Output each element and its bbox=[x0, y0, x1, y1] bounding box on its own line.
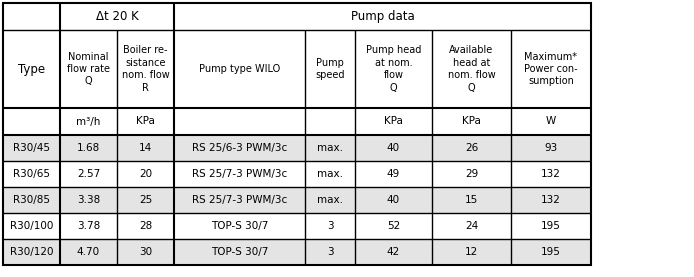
Text: TOP-S 30/7: TOP-S 30/7 bbox=[211, 221, 268, 231]
Text: Pump
speed: Pump speed bbox=[315, 58, 345, 80]
Text: R30/65: R30/65 bbox=[13, 169, 50, 179]
Text: max.: max. bbox=[317, 169, 343, 179]
Text: Type: Type bbox=[18, 63, 45, 76]
Text: 1.68: 1.68 bbox=[77, 143, 100, 153]
Text: KPa: KPa bbox=[384, 117, 403, 127]
Text: 26: 26 bbox=[465, 143, 478, 153]
Text: 28: 28 bbox=[139, 221, 152, 231]
Text: Pump head
at nom.
flow
Q: Pump head at nom. flow Q bbox=[366, 45, 421, 93]
Bar bbox=[3, 135, 591, 161]
Text: 2.57: 2.57 bbox=[77, 169, 100, 179]
Text: m³/h: m³/h bbox=[76, 117, 101, 127]
Text: Available
head at
nom. flow
Q: Available head at nom. flow Q bbox=[448, 45, 496, 93]
Text: 195: 195 bbox=[541, 221, 561, 231]
Text: TOP-S 30/7: TOP-S 30/7 bbox=[211, 247, 268, 257]
Bar bbox=[3, 3, 591, 265]
Text: 93: 93 bbox=[544, 143, 557, 153]
Text: KPa: KPa bbox=[136, 117, 155, 127]
Text: 29: 29 bbox=[465, 169, 478, 179]
Text: 25: 25 bbox=[139, 195, 152, 205]
Text: Maximum*
Power con-
sumption: Maximum* Power con- sumption bbox=[524, 52, 578, 86]
Text: 24: 24 bbox=[465, 221, 478, 231]
Text: RS 25/7-3 PWM/3c: RS 25/7-3 PWM/3c bbox=[192, 195, 287, 205]
Text: 42: 42 bbox=[387, 247, 400, 257]
Text: 52: 52 bbox=[387, 221, 400, 231]
Text: 132: 132 bbox=[541, 195, 561, 205]
Text: 3: 3 bbox=[327, 221, 333, 231]
Text: max.: max. bbox=[317, 195, 343, 205]
Text: 14: 14 bbox=[139, 143, 152, 153]
Text: Δt 20 K: Δt 20 K bbox=[96, 10, 138, 23]
Text: 40: 40 bbox=[387, 143, 400, 153]
Text: 49: 49 bbox=[387, 169, 400, 179]
Text: 132: 132 bbox=[541, 169, 561, 179]
Bar bbox=[3, 239, 591, 265]
Text: Pump type WILO: Pump type WILO bbox=[199, 64, 280, 74]
Text: 40: 40 bbox=[387, 195, 400, 205]
Bar bbox=[3, 161, 591, 187]
Bar bbox=[3, 3, 591, 265]
Text: 3: 3 bbox=[327, 247, 333, 257]
Text: 195: 195 bbox=[541, 247, 561, 257]
Text: W: W bbox=[546, 117, 556, 127]
Text: R30/100: R30/100 bbox=[10, 221, 53, 231]
Text: 15: 15 bbox=[465, 195, 478, 205]
Text: 12: 12 bbox=[465, 247, 478, 257]
Text: 4.70: 4.70 bbox=[77, 247, 100, 257]
Text: KPa: KPa bbox=[462, 117, 481, 127]
Text: Boiler re-
sistance
nom. flow
R: Boiler re- sistance nom. flow R bbox=[121, 45, 169, 93]
Text: R30/120: R30/120 bbox=[10, 247, 53, 257]
Text: 3.38: 3.38 bbox=[77, 195, 100, 205]
Text: R30/45: R30/45 bbox=[13, 143, 50, 153]
Text: R30/85: R30/85 bbox=[13, 195, 50, 205]
Bar bbox=[3, 213, 591, 239]
Text: RS 25/6-3 PWM/3c: RS 25/6-3 PWM/3c bbox=[192, 143, 287, 153]
Bar bbox=[3, 187, 591, 213]
Text: 3.78: 3.78 bbox=[77, 221, 100, 231]
Text: Pump data: Pump data bbox=[350, 10, 414, 23]
Text: Nominal
flow rate
Q: Nominal flow rate Q bbox=[67, 52, 110, 86]
Text: 30: 30 bbox=[139, 247, 152, 257]
Text: max.: max. bbox=[317, 143, 343, 153]
Text: 20: 20 bbox=[139, 169, 152, 179]
Text: RS 25/7-3 PWM/3c: RS 25/7-3 PWM/3c bbox=[192, 169, 287, 179]
